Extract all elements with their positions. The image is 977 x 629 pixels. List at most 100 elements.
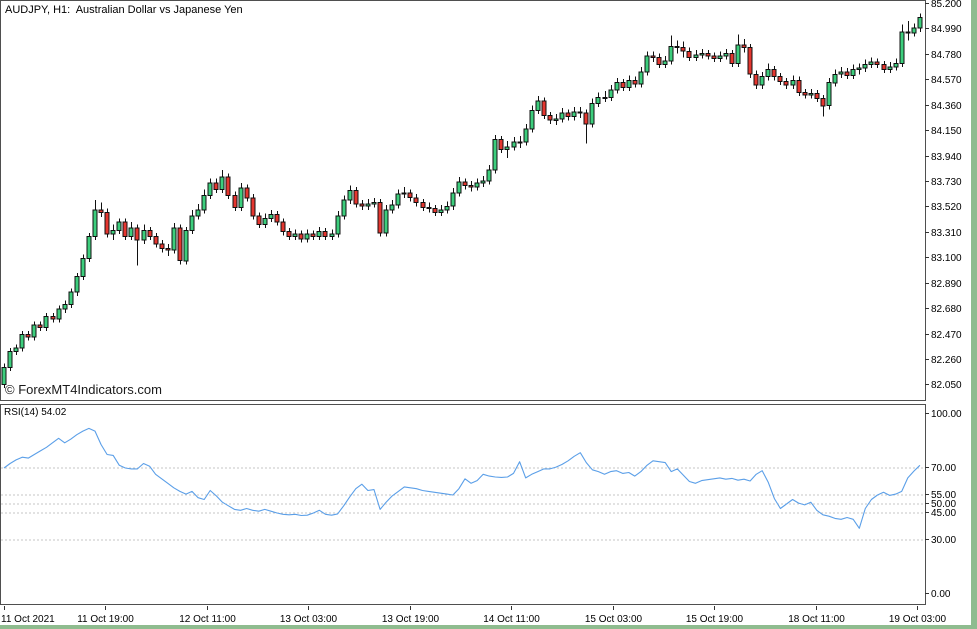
candle-body: [814, 93, 820, 99]
candle-body: [292, 233, 298, 238]
candle-body: [13, 347, 19, 352]
candle-body: [899, 31, 905, 64]
candle-body: [225, 176, 231, 196]
candle-body: [523, 128, 529, 143]
candle-body: [614, 82, 620, 91]
chart-title: AUDJPY, H1: Australian Dollar vs Japanes…: [5, 4, 243, 16]
candle-body: [232, 194, 238, 208]
candle-body: [147, 230, 153, 238]
page-frame-bottom: [0, 625, 977, 629]
candle-body: [104, 211, 110, 235]
candle-body: [68, 291, 74, 305]
candle-body: [565, 112, 571, 118]
time-tick-label: 13 Oct 19:00: [382, 614, 440, 625]
candle-body: [674, 45, 680, 49]
candle-body: [856, 67, 862, 70]
candle-body: [608, 89, 614, 98]
candle-body: [383, 209, 389, 234]
copyright-watermark: © ForexMT4Indicators.com: [5, 382, 162, 397]
candle-body: [638, 71, 644, 85]
rsi-indicator-panel[interactable]: RSI(14) 54.02: [0, 404, 926, 605]
price-tick-label: 83.940: [931, 152, 962, 163]
candle-body: [329, 233, 335, 238]
candle-body: [189, 215, 195, 231]
candle-body: [335, 215, 341, 235]
candle-body: [134, 227, 140, 241]
time-axis[interactable]: 11 Oct 2021 11 Oct 19:00 12 Oct 11:00 13 Oc…: [0, 606, 971, 629]
candle-body: [547, 114, 553, 121]
candle-body: [868, 61, 874, 66]
candle-body: [25, 334, 31, 338]
candle-body: [735, 44, 741, 64]
candle-body: [602, 96, 608, 99]
rsi-tick-label: 100.00: [931, 409, 962, 420]
candle-body: [656, 56, 662, 66]
candle-body: [559, 112, 565, 120]
candle-body: [153, 236, 159, 245]
candle-body: [711, 55, 717, 59]
candle-body: [286, 231, 292, 237]
candle-body: [693, 54, 699, 58]
rsi-axis[interactable]: 100.00 70.00 55.00 50.00 45.00 30.00 0.00: [925, 404, 971, 605]
candle-body: [407, 192, 413, 199]
candle-body: [887, 66, 893, 70]
candle-body: [699, 53, 705, 56]
candle-body: [626, 79, 632, 89]
candle-body: [80, 257, 86, 277]
price-panel[interactable]: AUDJPY, H1: Australian Dollar vs Japanes…: [0, 0, 926, 401]
price-tick-label: 85.200: [931, 0, 962, 10]
candle-body: [371, 202, 377, 205]
candle-body: [274, 214, 280, 223]
candle-body: [365, 203, 371, 207]
price-tick-label: 83.730: [931, 177, 962, 188]
candle-body: [468, 185, 474, 188]
candle-body: [862, 64, 868, 69]
candle-body: [462, 181, 468, 187]
candle-body: [917, 16, 923, 29]
candle-body: [729, 53, 735, 64]
candle-body: [377, 202, 383, 234]
candle-body: [244, 187, 250, 199]
candle-body: [808, 93, 814, 96]
candle-body: [589, 102, 595, 125]
candle-body: [826, 82, 832, 107]
candle-body: [268, 214, 274, 219]
candle-body: [444, 205, 450, 211]
candle-body: [668, 45, 674, 62]
candle-body: [92, 209, 98, 237]
candle-body: [620, 82, 626, 88]
candle-body: [177, 227, 183, 262]
candle-body: [583, 112, 589, 125]
candle-body: [141, 230, 147, 241]
candle-body: [529, 110, 535, 130]
candle-body: [426, 207, 432, 210]
candle-body: [19, 334, 25, 349]
candle-body: [56, 308, 62, 320]
candle-body: [401, 192, 407, 195]
candle-body: [304, 233, 310, 240]
candle-body: [753, 73, 759, 86]
candle-body: [492, 139, 498, 171]
candle-body: [893, 62, 899, 68]
candle-body: [480, 180, 486, 184]
candle-body: [723, 53, 729, 57]
time-tick-label: 12 Oct 11:00: [179, 614, 236, 625]
candle-body: [1, 366, 7, 385]
candle-body: [577, 111, 583, 114]
candle-body: [474, 182, 480, 188]
candle-body: [420, 202, 426, 208]
candle-body: [832, 73, 838, 84]
candle-body: [201, 194, 207, 211]
candle-body: [759, 76, 765, 86]
price-axis[interactable]: 85.200 84.990 84.780 84.570 84.360 84.150 83.9…: [925, 0, 971, 404]
rsi-tick-label: 30.00: [931, 535, 956, 546]
page-frame-right: [971, 0, 977, 629]
candle-body: [122, 221, 128, 237]
time-tick-label: 13 Oct 03:00: [280, 614, 338, 625]
price-tick-label: 82.890: [931, 279, 962, 290]
candle-body: [498, 139, 504, 150]
price-tick-label: 84.780: [931, 50, 962, 61]
price-tick-label: 83.310: [931, 228, 962, 239]
